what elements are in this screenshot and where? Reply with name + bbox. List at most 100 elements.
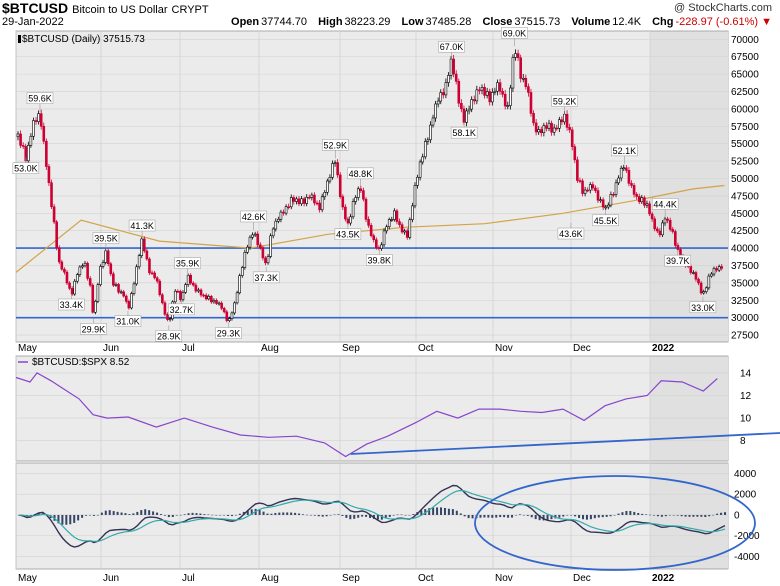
- macd-hist-bar-55: [234, 514, 237, 516]
- symbol-exchange: CRYPT: [171, 4, 209, 16]
- price-callout-label-7: 35.9K: [176, 259, 200, 269]
- candle-body-129: [349, 216, 352, 224]
- macd-hist-bar-123: [503, 514, 506, 518]
- macd-hist-bar-41: [179, 514, 182, 516]
- macd-y-tick-1: -2000: [734, 531, 760, 542]
- candle-body-46: [135, 266, 138, 285]
- candle-body-134: [362, 190, 365, 200]
- candle-body-270: [712, 268, 716, 275]
- candle-body-180: [480, 87, 484, 91]
- price-y-tick-5: 40000: [731, 244, 759, 255]
- candle-body-205: [545, 125, 548, 129]
- macd-hist-bar-76: [317, 514, 320, 517]
- macd-hist-bar-20: [96, 514, 99, 516]
- macd-hist-bar-17: [85, 514, 88, 516]
- price-callout-label-11: 42.6K: [242, 212, 266, 222]
- macd-hist-bar-143: [582, 514, 585, 520]
- candle-body-50: [145, 250, 149, 260]
- price-callout-label-20: 59.2K: [553, 96, 577, 106]
- macd-hist-bar-97: [400, 514, 403, 516]
- price-callout-label-22: 45.5K: [594, 216, 618, 226]
- candle-body-165: [442, 92, 445, 96]
- macd-hist-bar-15: [77, 514, 80, 521]
- candle-body-31: [96, 284, 100, 302]
- candle-body-113: [307, 196, 311, 199]
- candle-body-250: [661, 222, 664, 236]
- macd-hist-bar-49: [211, 514, 214, 516]
- macd-hist-bar-131: [534, 514, 537, 520]
- candle-body-18: [63, 268, 66, 273]
- macd-hist-bar-110: [451, 509, 454, 515]
- candle-body-206: [547, 122, 551, 129]
- macd-hist-bar-80: [333, 514, 336, 516]
- x-tick-label-bottom-3: Aug: [261, 573, 279, 584]
- candle-body-40: [119, 291, 123, 294]
- macd-hist-bar-83: [345, 514, 348, 518]
- candle-body-173: [462, 108, 466, 123]
- macd-hist-bar-127: [518, 514, 521, 515]
- macd-hist-bar-18: [88, 514, 91, 516]
- x-tick-label-top-3: Aug: [261, 343, 279, 354]
- macd-hist-bar-107: [440, 507, 443, 515]
- macd-hist-bar-173: [700, 514, 703, 517]
- candle-body-196: [521, 77, 525, 80]
- macd-hist-bar-155: [629, 511, 632, 515]
- price-callout-label-13: 52.9K: [324, 140, 348, 150]
- candle-body-167: [447, 75, 450, 83]
- macd-hist-bar-130: [530, 514, 533, 518]
- price-callout-18: 69.0K: [501, 27, 528, 47]
- macd-hist-bar-168: [680, 514, 683, 517]
- macd-hist-bar-162: [656, 514, 659, 517]
- macd-hist-bar-103: [424, 509, 427, 515]
- macd-hist-bar-95: [392, 514, 395, 516]
- candle-body-91: [251, 234, 254, 238]
- candle-body-69: [194, 284, 198, 292]
- candle-body-22: [73, 280, 77, 295]
- candle-body-179: [478, 89, 481, 92]
- candle-body-85: [235, 292, 239, 304]
- callout-box-5: [80, 323, 107, 335]
- macd-hist-bar-69: [290, 512, 293, 515]
- macd-hist-bar-75: [313, 514, 316, 516]
- macd-hist-bar-126: [514, 514, 517, 516]
- price-callout-13: 52.9K: [322, 139, 349, 159]
- macd-hist-bar-5: [37, 513, 40, 515]
- macd-hist-bar-111: [455, 510, 458, 515]
- candle-body-101: [277, 218, 280, 222]
- macd-hist-bar-140: [570, 514, 573, 516]
- candle-body-140: [377, 247, 381, 249]
- watermark: @ StockCharts.com: [674, 2, 772, 14]
- candle-body-272: [717, 266, 721, 271]
- candle-body-151: [405, 230, 409, 238]
- price-callout-19: 58.1K: [450, 122, 478, 139]
- candle-body-172: [460, 102, 463, 110]
- candle-body-178: [475, 89, 479, 102]
- candle-body-228: [604, 206, 608, 209]
- candle-body-157: [421, 156, 425, 163]
- candle-body-35: [106, 250, 110, 265]
- candle-body-271: [715, 268, 718, 271]
- ratio-y-tick-1: 10: [740, 414, 752, 425]
- macd-hist-bar-38: [167, 514, 170, 518]
- macd-hist-bar-35: [156, 512, 159, 515]
- macd-hist-bar-66: [278, 512, 281, 515]
- ratio-y-tick-3: 14: [740, 368, 752, 379]
- candle-body-247: [653, 218, 657, 230]
- price-y-tick-7: 45000: [731, 209, 759, 220]
- price-callout-label-15: 43.5K: [336, 230, 360, 240]
- candle-body-166: [444, 82, 448, 96]
- candle-body-217: [576, 159, 579, 181]
- candle-body-126: [341, 196, 345, 208]
- ratio-y-tick-2: 12: [740, 391, 752, 402]
- candle-body-226: [599, 199, 602, 201]
- candle-body-222: [588, 184, 592, 191]
- candle-body-255: [674, 231, 677, 246]
- candle-body-52: [150, 272, 154, 275]
- price-callout-label-1: 53.0K: [14, 164, 38, 174]
- macd-hist-bar-54: [230, 514, 233, 517]
- candle-body-23: [75, 274, 79, 282]
- candle-body-159: [426, 139, 430, 142]
- candle-body-153: [411, 205, 414, 220]
- candle-body-252: [666, 218, 669, 221]
- candle-body-225: [596, 190, 600, 201]
